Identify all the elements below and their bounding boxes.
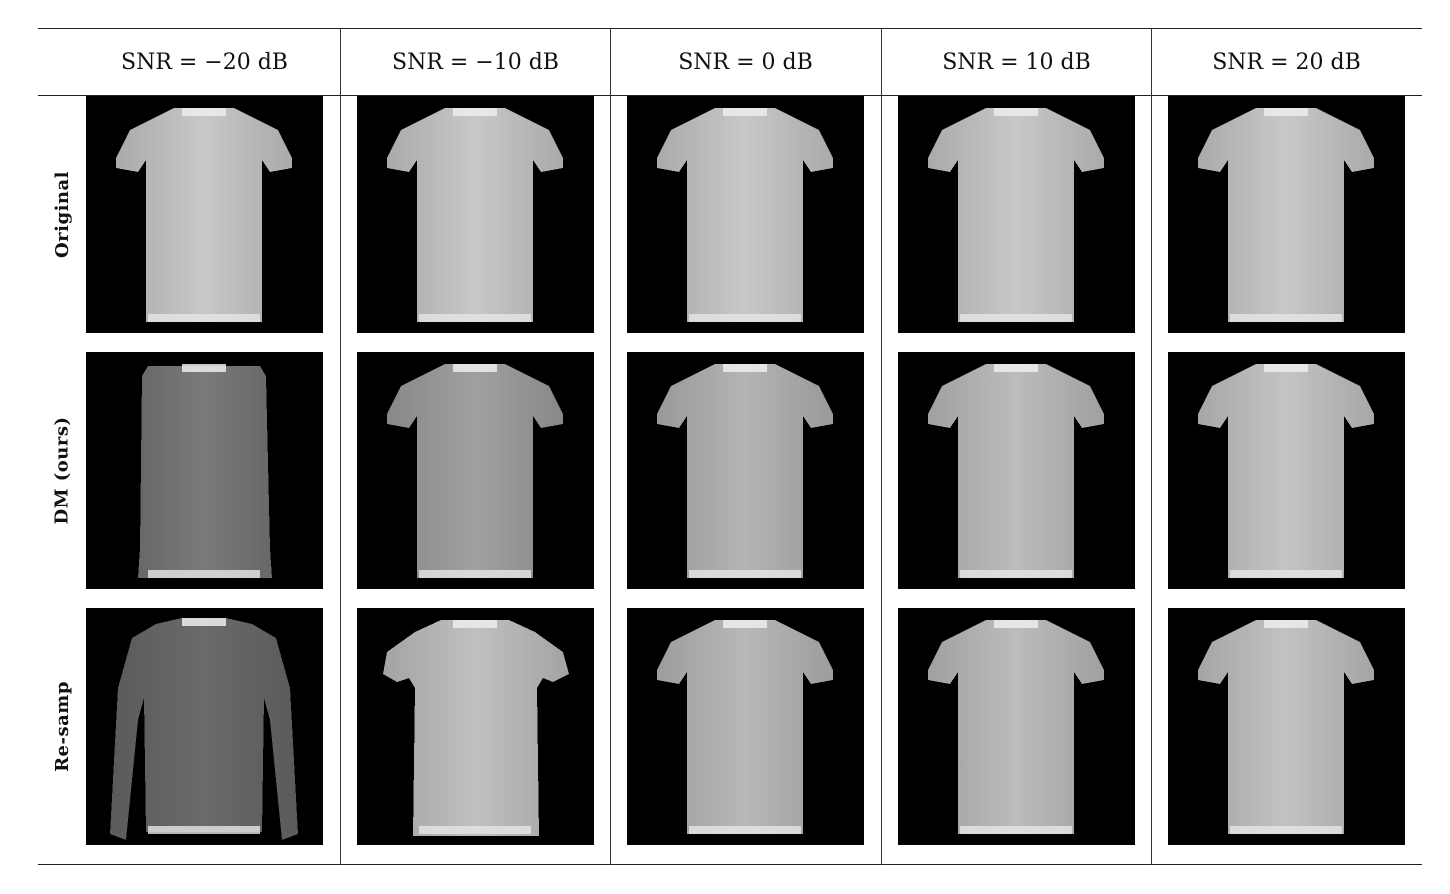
column-header-snr-minus-10: SNR = −10 dB: [357, 28, 594, 96]
column-header-snr-0: SNR = 0 dB: [627, 28, 864, 96]
garment-image: [627, 96, 864, 333]
garment-image: [898, 96, 1135, 333]
column-header-snr-20: SNR = 20 dB: [1168, 28, 1405, 96]
garment-image: [898, 608, 1135, 845]
garment-image: [86, 352, 323, 589]
garment-image: [627, 608, 864, 845]
garment-image: [1168, 96, 1405, 333]
garment-image: [898, 352, 1135, 589]
garment-image: [1168, 608, 1405, 845]
garment-image: [86, 96, 323, 333]
column-separator: [1151, 28, 1152, 865]
row-label-text: DM (ours): [52, 416, 73, 524]
column-header-snr-10: SNR = 10 dB: [898, 28, 1135, 96]
garment-image: [1168, 352, 1405, 589]
row-label-text: Original: [52, 171, 73, 258]
garment-image: [86, 608, 323, 845]
garment-image: [357, 352, 594, 589]
garment-image: [627, 352, 864, 589]
bottom-rule: [38, 864, 1422, 865]
garment-image: [357, 608, 594, 845]
column-separator: [610, 28, 611, 865]
column-separator: [881, 28, 882, 865]
row-label-text: Re-samp: [52, 681, 73, 772]
column-separator: [340, 28, 341, 865]
row-label-re-samp: Re-samp: [38, 608, 86, 845]
garment-image: [357, 96, 594, 333]
column-header-snr-minus-20: SNR = −20 dB: [86, 28, 323, 96]
row-label-dm-ours: DM (ours): [38, 352, 86, 589]
row-label-original: Original: [38, 96, 86, 333]
